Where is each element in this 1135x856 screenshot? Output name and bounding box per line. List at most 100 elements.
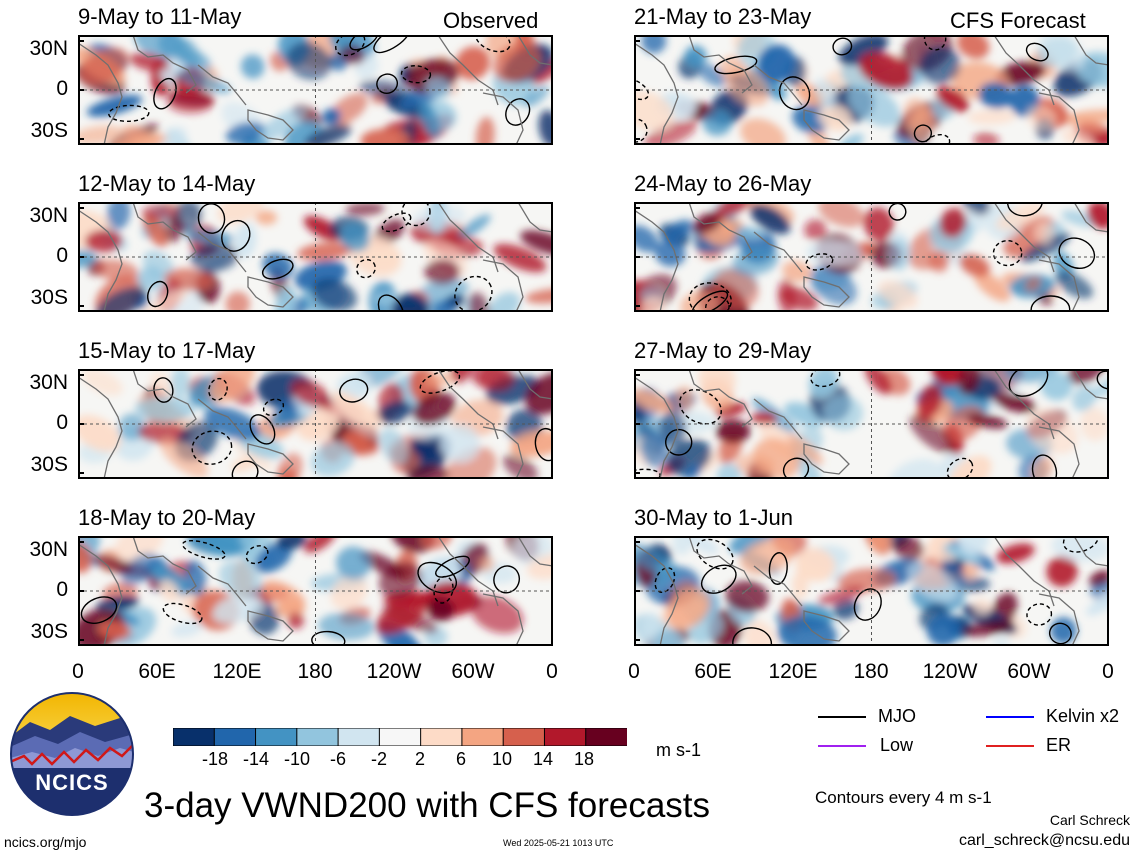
anomaly-blob <box>78 536 100 557</box>
mjo-contour <box>810 369 841 388</box>
coastline <box>993 536 1055 607</box>
legend-line-er <box>986 745 1034 747</box>
anomaly-blob <box>919 45 961 85</box>
anomaly-blob <box>360 128 410 145</box>
anomaly-blob <box>141 203 180 220</box>
anomaly-blob <box>335 546 371 580</box>
anomaly-blob <box>1080 407 1109 441</box>
anomaly-blob <box>339 222 370 252</box>
anomaly-blob <box>996 202 1044 231</box>
anomaly-blob <box>1075 51 1109 88</box>
anomaly-blob <box>82 369 123 396</box>
mjo-contour <box>923 133 951 145</box>
mjo-contour <box>654 567 676 594</box>
anomaly-blob <box>868 536 892 553</box>
anomaly-blob <box>290 379 331 408</box>
anomaly-blob <box>530 57 553 85</box>
panel-title-3: 15-May to 17-May <box>78 338 256 363</box>
mjo-contour <box>832 37 853 56</box>
colorbar-swatch <box>213 727 257 747</box>
anomaly-blob <box>255 210 278 225</box>
anomaly-blob <box>832 598 859 620</box>
anomaly-blob <box>122 125 149 142</box>
anomaly-blob <box>716 463 742 479</box>
anomaly-blob <box>1020 232 1071 263</box>
lat-tick-label: 0 <box>56 77 68 100</box>
coastline <box>132 202 197 261</box>
anomaly-blob <box>502 454 538 479</box>
coastline <box>197 64 247 106</box>
anomaly-blob <box>714 202 755 219</box>
mjo-contour <box>946 457 974 479</box>
anomaly-blob <box>78 125 125 145</box>
colorbar-tick-label: 14 <box>532 749 554 769</box>
anomaly-blob <box>318 612 375 641</box>
colorbar-swatch <box>296 727 340 747</box>
mjo-contour <box>311 630 346 646</box>
mjo-contour <box>1048 622 1072 645</box>
mjo-contour <box>1006 202 1044 217</box>
anomaly-blob <box>967 413 1008 429</box>
anomaly-blob <box>917 383 943 420</box>
anomaly-blob <box>665 588 710 630</box>
anomaly-blob <box>525 288 553 304</box>
coastline <box>482 92 524 145</box>
coastline <box>753 398 803 440</box>
mjo-contour <box>474 35 511 53</box>
coastline <box>482 259 524 312</box>
anomaly-blob <box>959 253 990 277</box>
coastline <box>132 536 197 595</box>
anomaly-blob <box>412 392 456 425</box>
anomaly-blob <box>744 620 776 646</box>
anomaly-blob <box>903 97 928 132</box>
coastline <box>517 35 553 66</box>
anomaly-blob <box>129 52 169 72</box>
anomaly-blob <box>184 560 207 596</box>
mjo-contour <box>153 77 177 110</box>
lat-tick-label: 0 <box>56 244 68 267</box>
anomaly-blob <box>928 250 949 273</box>
coastline <box>1038 593 1080 646</box>
coastline <box>688 202 753 261</box>
anomaly-blob <box>858 52 913 90</box>
mjo-contour <box>80 596 118 624</box>
colorbar-swatch <box>502 727 546 747</box>
coastline <box>247 276 294 308</box>
anomaly-blob <box>345 202 385 216</box>
anomaly-blob <box>847 83 901 127</box>
mjo-contour <box>376 73 399 94</box>
anomaly-blob <box>303 215 342 241</box>
lon-tick-label: 120E <box>212 660 262 683</box>
anomaly-blob <box>732 247 779 276</box>
anomaly-blob <box>675 385 695 409</box>
anomaly-blob <box>640 296 665 312</box>
coastline <box>803 610 850 642</box>
map-panel-5 <box>634 35 1109 145</box>
panel-title-2: 12-May to 14-May <box>78 171 256 196</box>
lon-tick-label: 0 <box>1102 660 1114 683</box>
coastline <box>753 565 803 607</box>
coastline <box>1073 35 1109 66</box>
anomaly-blob <box>1031 456 1054 479</box>
anomaly-blob <box>477 369 516 392</box>
legend-line-kelvin <box>986 716 1034 718</box>
mjo-contour <box>454 275 493 312</box>
anomaly-blob <box>134 396 195 422</box>
mjo-contour <box>853 588 882 621</box>
mjo-contour <box>634 118 648 143</box>
anomaly-blob <box>378 400 413 424</box>
lat-tick-label: 30N <box>29 371 68 394</box>
anomaly-blob <box>151 565 191 596</box>
colorbar-swatch <box>585 727 629 747</box>
anomaly-blob <box>276 536 308 550</box>
coastline <box>1038 426 1080 479</box>
anomaly-blob <box>160 126 188 145</box>
mjo-contour <box>433 575 454 604</box>
coastline <box>437 35 499 106</box>
mjo-contour <box>191 430 233 465</box>
anomaly-blob <box>488 292 521 312</box>
anomaly-blob <box>823 395 864 431</box>
mjo-contour <box>913 124 933 143</box>
anomaly-blob <box>218 560 264 600</box>
mjo-contour <box>1096 370 1109 390</box>
